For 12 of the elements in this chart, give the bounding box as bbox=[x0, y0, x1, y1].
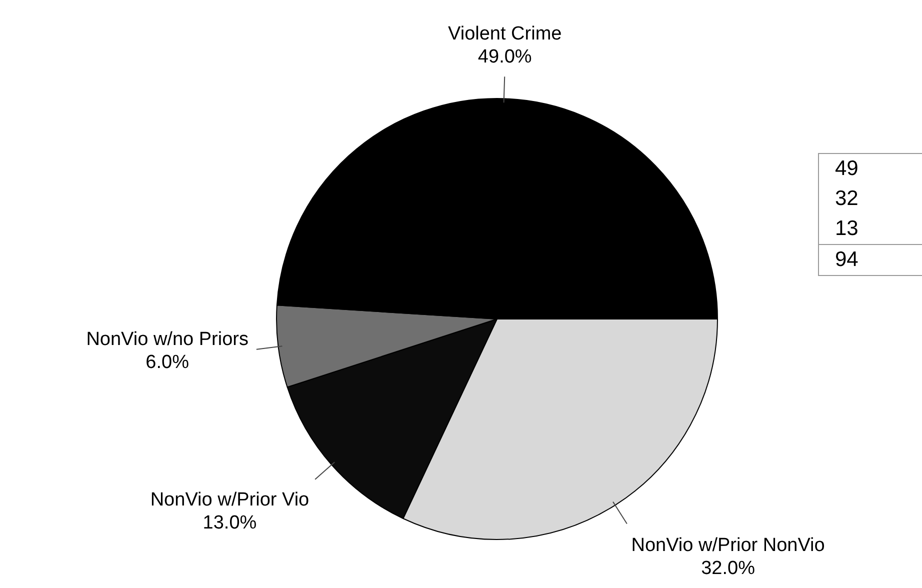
slice-label: NonVio w/no Priors bbox=[86, 329, 248, 350]
data-label: 32.0% bbox=[701, 558, 756, 580]
text: 32 bbox=[834, 186, 860, 212]
data-label: 13.0% bbox=[202, 512, 257, 534]
data-label: 49.0% bbox=[478, 46, 532, 68]
text: 49 bbox=[834, 156, 860, 182]
slice-label: NonVio w/Prior NonVio bbox=[631, 535, 825, 556]
data-label: 6.0% bbox=[146, 352, 190, 374]
text: 94 bbox=[819, 244, 922, 275]
text: 13 bbox=[834, 216, 860, 242]
slice-label: Violent Crime bbox=[448, 23, 562, 44]
slice-label: NonVio w/Prior Vio bbox=[150, 489, 310, 510]
